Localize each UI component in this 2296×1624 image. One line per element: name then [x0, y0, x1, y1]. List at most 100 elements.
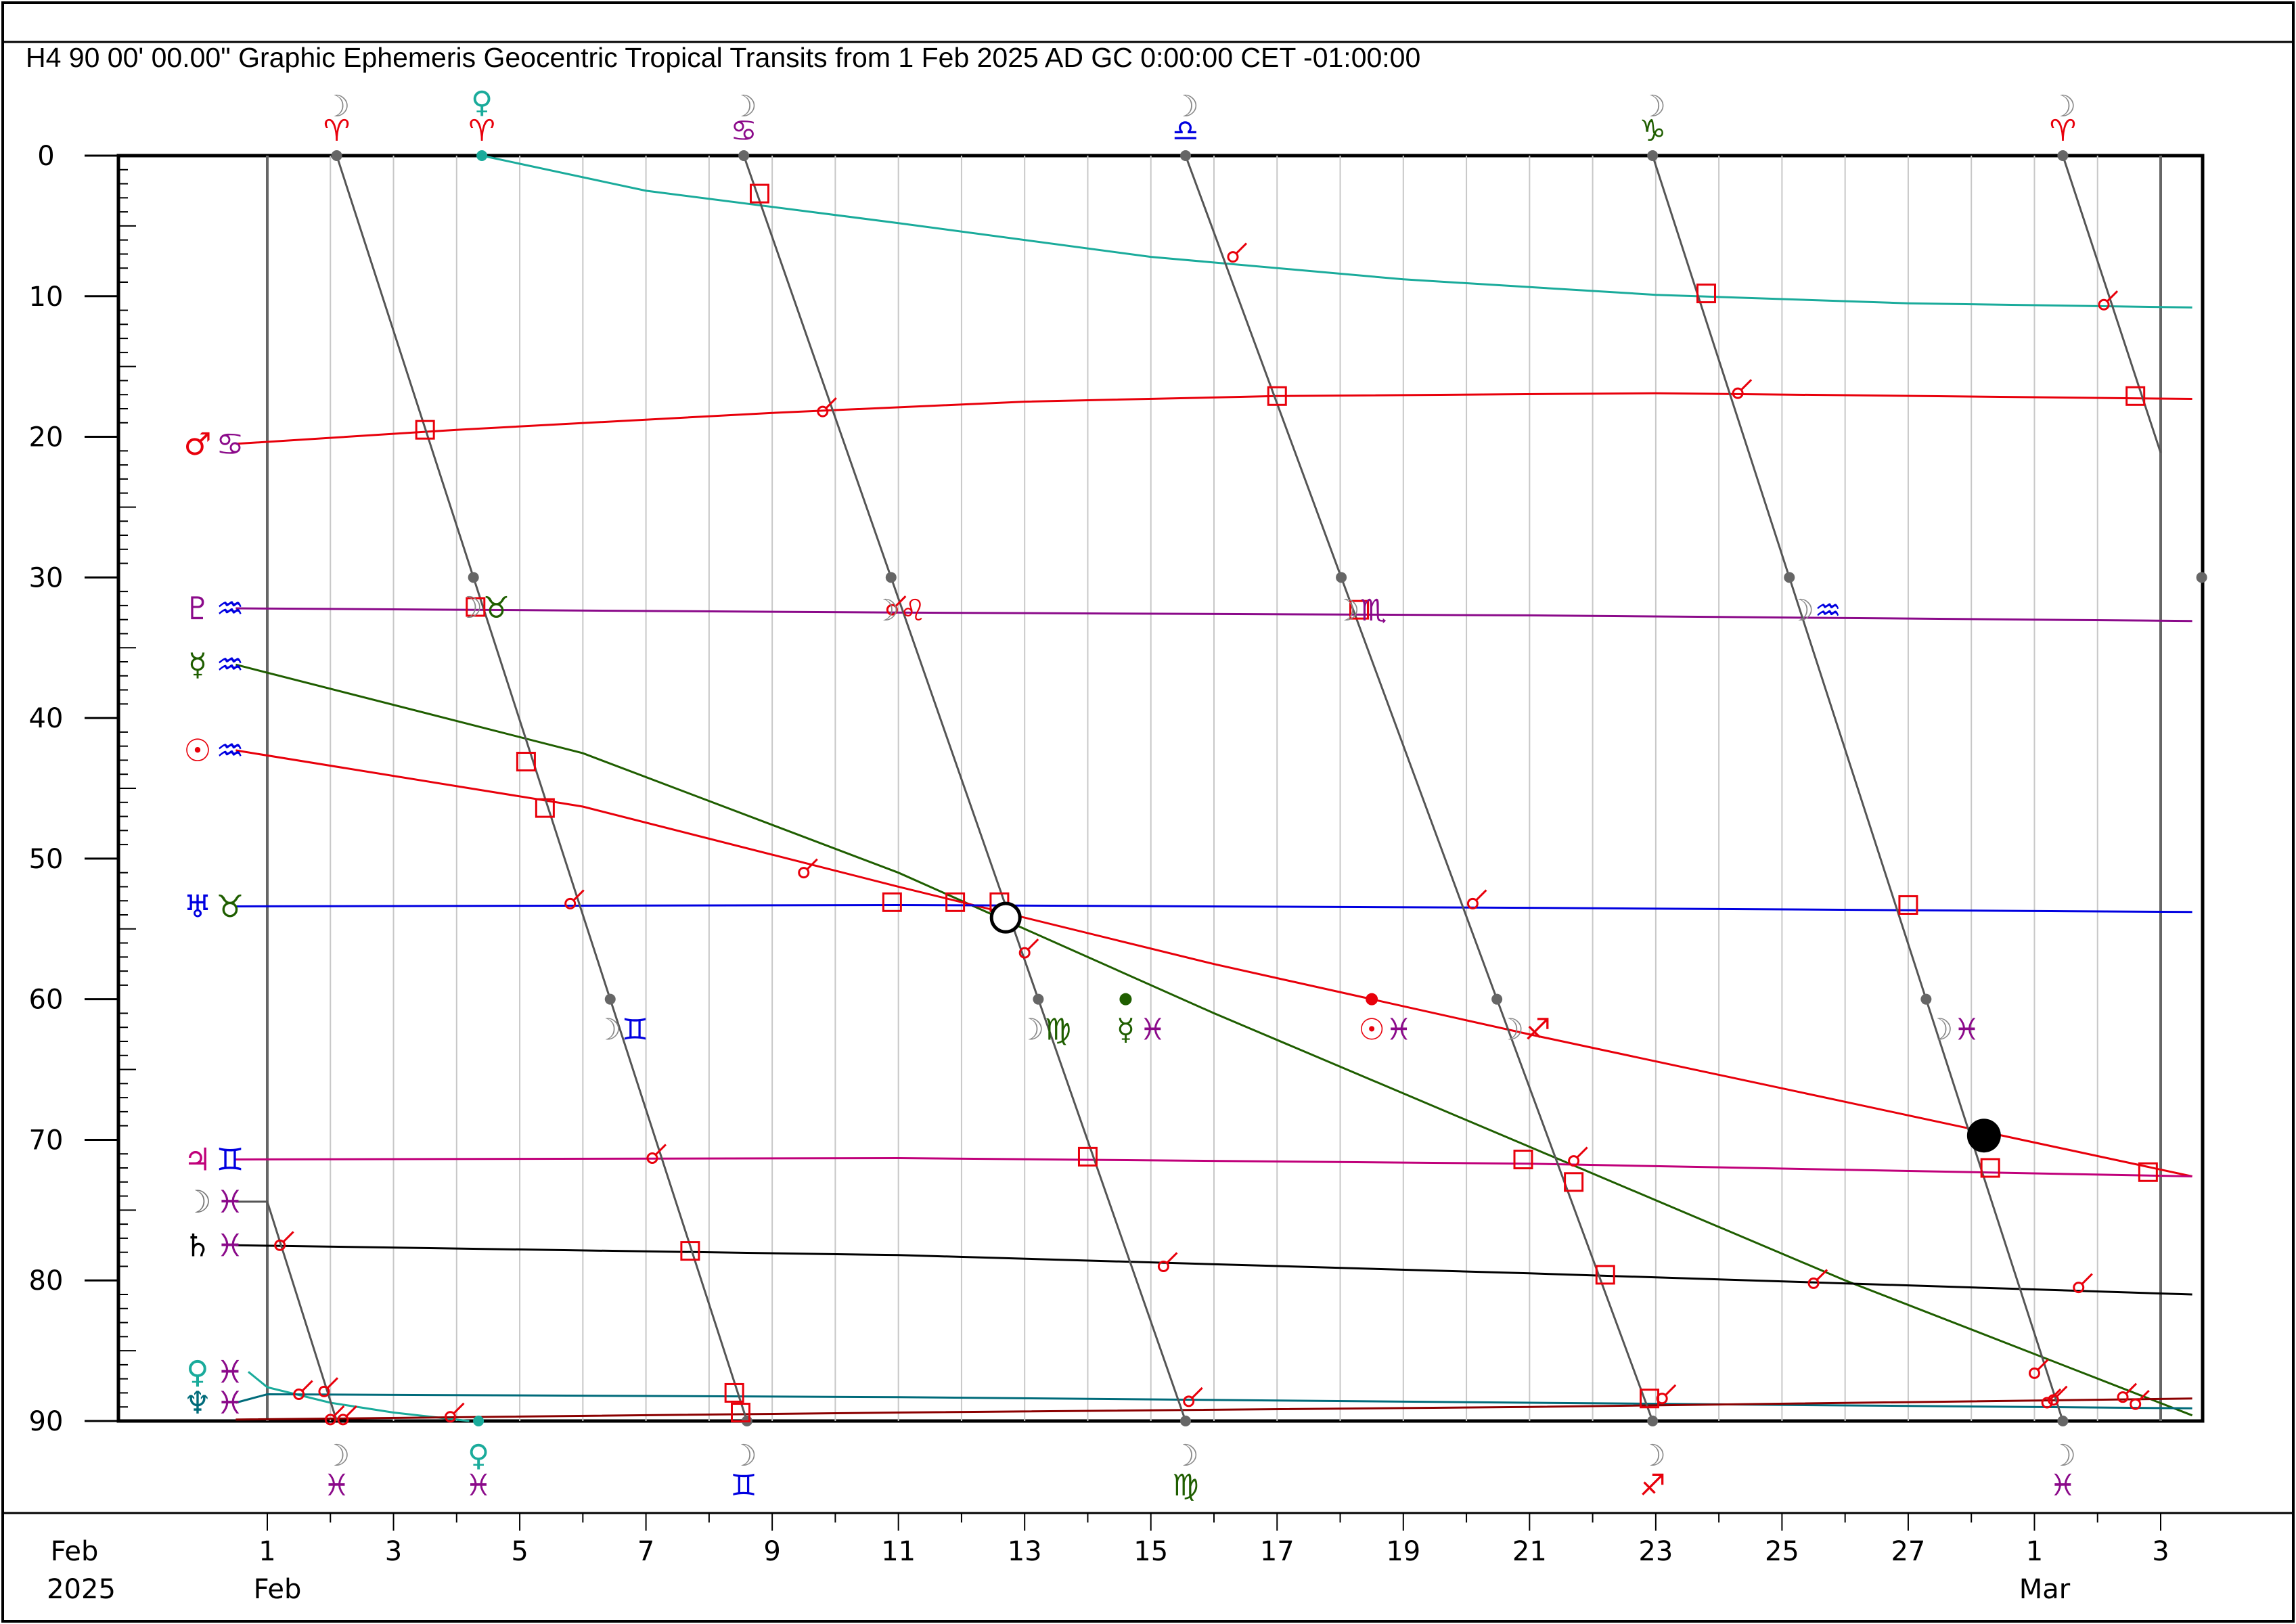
- planet-series: [235, 154, 2193, 1422]
- left-planet-glyph: ☽: [183, 1183, 211, 1220]
- minor-aspect-tail: [1166, 1252, 1178, 1264]
- minor-aspect-tail: [2037, 1359, 2049, 1371]
- minor-aspect-circle: [564, 897, 577, 909]
- moon-zero-dot: [331, 150, 342, 161]
- moon-line: [1184, 155, 1654, 1422]
- square-aspect-marker: [466, 597, 486, 617]
- minor-aspect-marker: [1227, 242, 1248, 263]
- minor-aspect-tail: [895, 595, 907, 608]
- moon-zero-dot: [1647, 150, 1659, 161]
- moon-line: [1651, 155, 2064, 1422]
- minor-aspect-tail: [1576, 1146, 1588, 1158]
- minor-aspect-marker: [1157, 1252, 1178, 1272]
- moon-bottom-glyph: ☽: [1172, 1439, 1198, 1473]
- square-aspect-marker: [2138, 1162, 2158, 1182]
- series-line: [235, 1156, 2192, 1177]
- minor-aspect-marker: [444, 1402, 465, 1423]
- minor-aspect-marker: [1183, 1386, 1203, 1407]
- moon-sign-dot: [1784, 572, 1795, 583]
- ingress-glyph: ☽: [1333, 593, 1359, 628]
- minor-aspect-tail: [1235, 242, 1248, 254]
- square-aspect-marker: [882, 892, 902, 912]
- minor-aspect-marker: [2098, 290, 2119, 311]
- x-tick-label: 5: [511, 1536, 528, 1567]
- minor-aspect-circle: [1807, 1277, 1820, 1289]
- minor-aspect-tail: [345, 1405, 357, 1417]
- ingress-sign: ♏: [1360, 593, 1387, 628]
- minor-aspect-circle: [1568, 1155, 1580, 1167]
- y-tick-label: 10: [29, 281, 64, 313]
- minor-aspect-circle: [293, 1389, 305, 1401]
- moon-zero-dot: [2057, 150, 2069, 161]
- moon-top-glyph: ☽: [1639, 89, 1665, 124]
- plot-border: [116, 154, 2205, 1423]
- minor-aspect-circle: [1732, 387, 1744, 399]
- ingress-sign: ♒: [1815, 593, 1841, 628]
- aspect-markers: [274, 183, 2158, 1426]
- minor-aspect-circle: [1157, 1260, 1169, 1272]
- series-line: [235, 1200, 338, 1422]
- minor-aspect-circle: [1018, 947, 1031, 959]
- square-aspect-marker: [2125, 386, 2146, 406]
- minor-aspect-tail: [1740, 379, 1753, 391]
- moon-sign-dot: [1336, 572, 1347, 583]
- minor-aspect-marker: [564, 889, 585, 909]
- moon-bottom-sign: ♓: [323, 1468, 350, 1503]
- series-line: [235, 607, 2192, 623]
- square-aspect-marker: [731, 1403, 750, 1423]
- ingress-glyph: ☽: [595, 1012, 621, 1047]
- page-title-bar: H4 90 00' 00.00" Graphic Ephemeris Geoce…: [0, 0, 2296, 88]
- glyph-labels: ☽ ♉☽ ♊☽ ♌☽ ♍☽ ♏☽ ♐☽ ♒☽ ♓☿ ♓ ☉ ♓♂ ♋♇ ♒☿ ♒☉ ♒♅ ♉♃ ♊☽ ♓♄ ♓♀ ♓♆ ♓: [183, 426, 1980, 1421]
- x-tick-label: 1: [2026, 1536, 2043, 1567]
- left-sign-glyph: ♊: [216, 1142, 244, 1178]
- square-aspect-marker: [535, 798, 555, 818]
- x-tick-label: 3: [2152, 1536, 2169, 1567]
- venus-zero-dot: [476, 150, 488, 161]
- ingress-glyph: ☽: [456, 591, 482, 625]
- minor-aspect-marker: [2028, 1359, 2049, 1379]
- minor-aspect-circle: [2073, 1282, 2085, 1294]
- minor-aspect-tail: [301, 1380, 313, 1392]
- minor-aspect-circle: [646, 1152, 658, 1164]
- y-tick-label: 20: [29, 422, 64, 453]
- ingress-sign: ♓: [1954, 1012, 1980, 1047]
- moon-bottom-sign: ♓: [2050, 1468, 2076, 1503]
- square-aspect-marker: [1513, 1150, 1533, 1170]
- square-aspect-marker: [1077, 1146, 1098, 1167]
- minor-aspect-marker: [2117, 1382, 2138, 1403]
- x-tick-label: 7: [637, 1536, 654, 1567]
- moon-top-glyph: ☽: [2050, 89, 2076, 124]
- minor-aspect-circle: [2117, 1391, 2129, 1403]
- ingress-glyph: ☽: [1788, 593, 1814, 628]
- moon-bottom-sign: ♍: [1172, 1468, 1198, 1503]
- corner-month-label: Feb: [51, 1536, 99, 1567]
- moon-sign-dot: [885, 572, 897, 583]
- minor-aspect-tail: [1816, 1269, 1828, 1281]
- grid-lines: [330, 156, 2098, 1421]
- minor-aspect-marker: [798, 858, 818, 879]
- y-tick-label: 60: [29, 985, 64, 1016]
- minor-aspect-tail: [654, 1144, 667, 1156]
- page-title: H4 90 00' 00.00" Graphic Ephemeris Geoce…: [26, 42, 1421, 73]
- moon-top-sign: ♈: [323, 114, 350, 148]
- left-planet-glyph: ♃: [183, 1142, 211, 1178]
- corner-year-label: 2025: [47, 1574, 116, 1605]
- left-sign-glyph: ♒: [216, 732, 244, 769]
- left-sign-glyph: ♓: [216, 1183, 244, 1220]
- moon-ninety-dot: [1180, 1416, 1192, 1426]
- left-sign-glyph: ♒: [216, 590, 244, 627]
- square-aspect-marker: [1980, 1158, 2000, 1178]
- left-planet-glyph: ♂: [183, 426, 211, 462]
- minor-aspect-circle: [324, 1414, 336, 1426]
- left-sign-glyph: ♓: [216, 1227, 244, 1263]
- x-tick-label: 17: [1260, 1536, 1295, 1567]
- left-sign-glyph: ♋: [216, 426, 244, 462]
- square-aspect-marker: [680, 1241, 700, 1261]
- square-aspect-marker: [415, 420, 435, 440]
- left-planet-glyph: ☉: [183, 732, 211, 769]
- x-tick-label: 1: [258, 1536, 275, 1567]
- left-planet-glyph: ♅: [183, 888, 211, 925]
- square-aspect-marker: [1898, 895, 1918, 915]
